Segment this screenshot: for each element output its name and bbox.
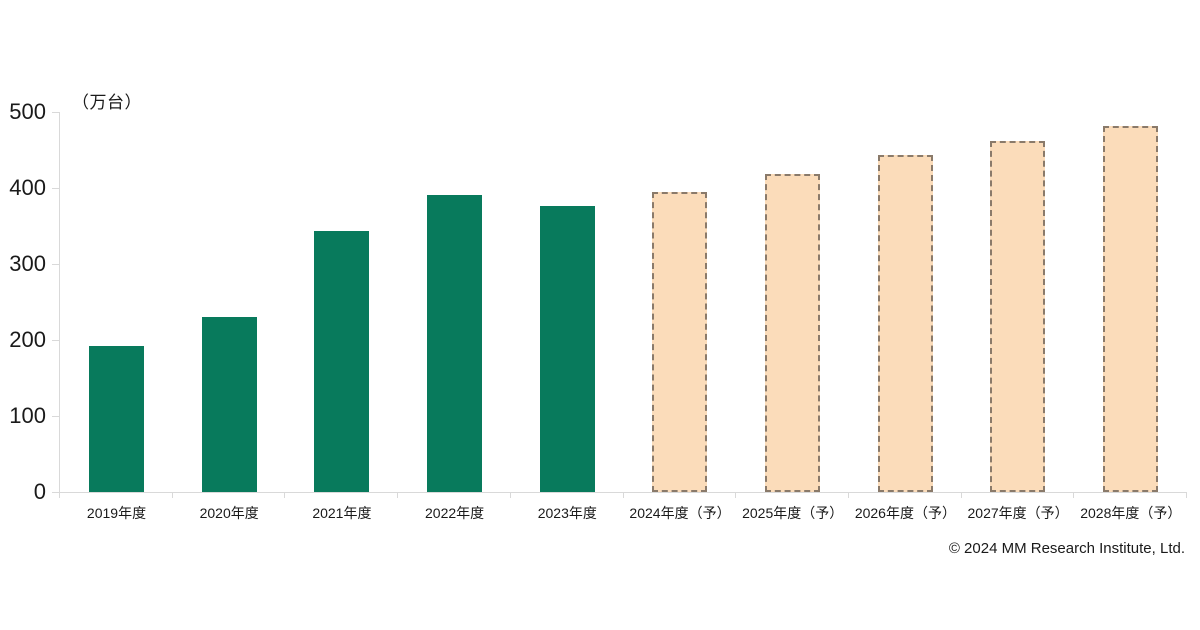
y-axis-tick-label: 400 xyxy=(9,175,46,200)
x-axis-category-label: 2021年度 xyxy=(312,505,372,521)
x-axis-category-label: 2019年度 xyxy=(86,505,147,521)
forecast-bar xyxy=(990,140,1046,492)
y-axis-line xyxy=(59,112,60,492)
y-axis-tick-label: 0 xyxy=(33,479,46,504)
x-axis-tick xyxy=(171,493,173,498)
x-axis-tick xyxy=(960,493,962,498)
x-axis-tick xyxy=(59,493,60,498)
forecast-bar xyxy=(765,174,821,492)
x-axis-category-label: 2027年度（予） xyxy=(967,505,1069,521)
x-axis-tick xyxy=(1186,493,1187,498)
x-axis-tick xyxy=(847,493,849,498)
actual-bar xyxy=(88,346,144,492)
y-axis-tick xyxy=(52,340,59,341)
x-axis-line xyxy=(59,492,1187,493)
x-axis-tick xyxy=(284,493,286,498)
x-axis-category-label: 2020年度 xyxy=(199,505,259,521)
actual-bar xyxy=(314,231,370,492)
x-axis-tick xyxy=(622,493,624,498)
x-axis-category-label: 2026年度（予） xyxy=(854,505,956,521)
forecast-bar xyxy=(652,191,708,492)
y-axis-tick xyxy=(52,492,59,493)
y-axis-tick-label: 300 xyxy=(9,251,46,276)
forecast-bar xyxy=(1103,126,1159,492)
x-axis-tick xyxy=(735,493,737,498)
x-axis-category-label: 2022年度 xyxy=(425,505,485,521)
y-axis-tick xyxy=(52,112,59,113)
y-axis-unit-label: （万台） xyxy=(72,93,142,112)
actual-bar xyxy=(201,317,257,492)
y-axis-tick xyxy=(52,264,59,265)
x-axis-tick xyxy=(509,493,511,498)
y-axis-tick-label: 500 xyxy=(9,99,46,124)
x-axis-category-label: 2025年度（予） xyxy=(742,505,844,521)
y-axis-tick xyxy=(52,416,59,417)
forecast-bar xyxy=(877,155,933,492)
y-axis-tick-label: 100 xyxy=(9,403,46,428)
x-axis-category-label: 2024年度（予） xyxy=(629,505,731,521)
copyright-text: © 2024 MM Research Institute, Ltd. xyxy=(948,540,1185,557)
actual-bar xyxy=(539,206,595,492)
x-axis-category-label: 2028年度（予） xyxy=(1080,505,1182,521)
x-axis-tick xyxy=(397,493,399,498)
y-axis-tick-label: 200 xyxy=(9,327,46,352)
x-axis-tick xyxy=(1073,493,1075,498)
x-axis-category-label: 2023年度 xyxy=(537,505,597,521)
actual-bar xyxy=(426,194,482,492)
y-axis-tick xyxy=(52,188,59,189)
